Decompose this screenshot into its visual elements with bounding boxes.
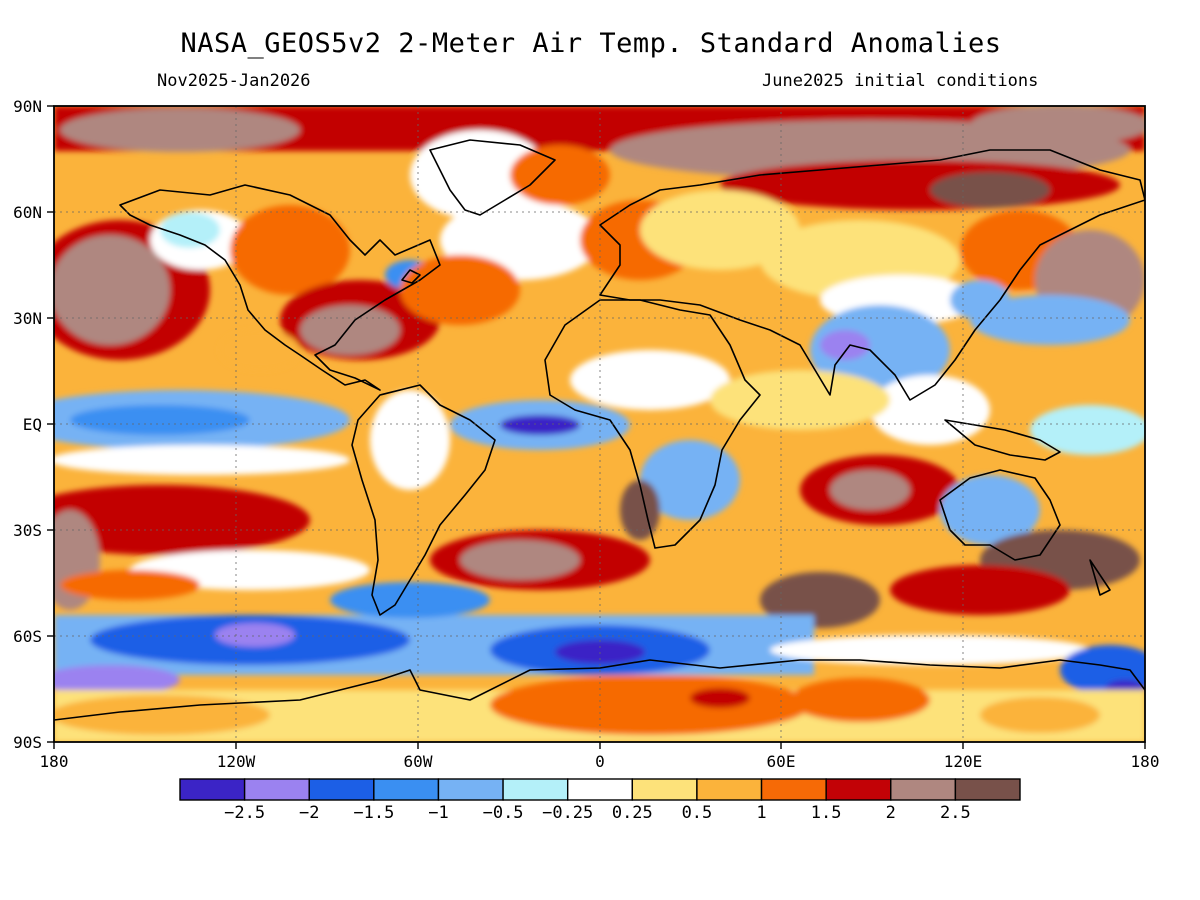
lon-label-0: 0 [595,752,605,771]
lat-label-60s: 60S [13,627,42,646]
colorbar-label: 2 [886,803,896,823]
colorbar-label: 2.5 [940,803,971,823]
colorbar-swatch [760,778,827,801]
colorbar-swatch [696,778,763,801]
colorbar-swatch [243,778,310,801]
colorbar-label: −0.25 [542,803,593,823]
lon-label-180-west: 180 [40,752,69,771]
lon-label-60e: 60E [767,752,796,771]
lon-label-120e: 120E [944,752,983,771]
lat-label-90s: 90S [13,733,42,752]
colorbar-swatch [308,778,375,801]
initial-conditions: June2025 initial conditions [762,71,1039,91]
colorbar-swatch [631,778,698,801]
colorbar-swatch [825,778,892,801]
colorbar-swatch [373,778,440,801]
lat-label-60n: 60N [13,203,42,222]
gridlines [54,106,1145,742]
colorbar: −2.5 −2 −1.5 −1 −0.5 −0.25 0.25 0.5 1 1.5 2 2.5 [179,778,1021,823]
colorbar-label: −0.5 [483,803,524,823]
colorbar-label: 1 [756,803,766,823]
colorbar-label: −2.5 [224,803,265,823]
colorbar-label: −1 [428,803,448,823]
anomaly-field [54,106,1145,742]
colorbar-label: −2 [299,803,319,823]
colorbar-label: 1.5 [811,803,842,823]
colorbar-swatch [566,778,634,801]
lat-label-90n: 90N [13,97,42,116]
lat-label-30n: 30N [13,309,42,328]
colorbar-swatch [890,778,957,801]
lon-label-60w: 60W [404,752,433,771]
lat-label-eq: EQ [23,415,42,434]
colorbar-label: −1.5 [353,803,394,823]
lat-label-30s: 30S [13,521,42,540]
colorbar-swatch [179,778,246,801]
map-title: NASA_GEOS5v2 2-Meter Air Temp. Standard … [180,28,1002,59]
forecast-period: Nov2025-Jan2026 [157,71,311,91]
latitude-axis: 90N 60N 30N EQ 30S 60S 90S [13,97,54,752]
coastlines [54,139,1145,721]
colorbar-swatch [502,778,569,801]
colorbar-swatch [437,778,504,801]
colorbar-label: 0.25 [612,803,653,823]
colorbar-label: 0.5 [682,803,713,823]
lon-label-120w: 120W [217,752,256,771]
longitude-axis: 180 120W 60W 0 60E 120E 180 [40,742,1160,771]
lon-label-180-east: 180 [1131,752,1160,771]
colorbar-swatch [954,778,1021,801]
